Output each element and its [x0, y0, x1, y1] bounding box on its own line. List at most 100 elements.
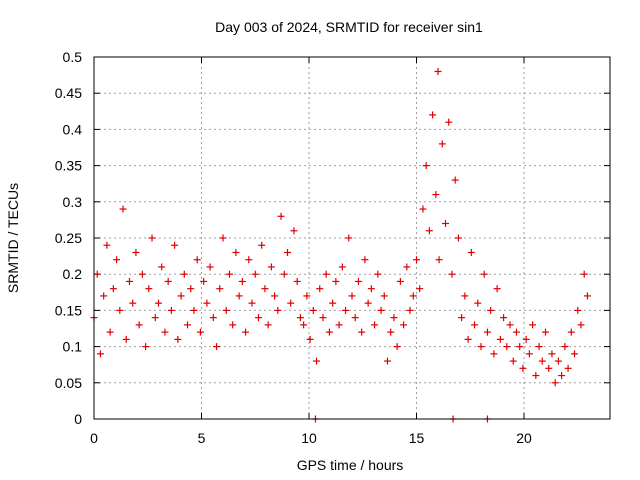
data-point [545, 364, 553, 372]
y-tick-label: 0.1 [63, 339, 83, 355]
data-point [329, 299, 337, 307]
data-point [155, 299, 162, 307]
y-tick-label: 0.5 [63, 49, 83, 65]
x-tick-label: 10 [301, 430, 317, 446]
data-point [390, 314, 398, 322]
data-point [503, 343, 511, 351]
data-point [377, 306, 385, 314]
data-point [422, 162, 430, 170]
data-point [571, 350, 579, 358]
data-point [119, 205, 127, 213]
data-point [303, 292, 311, 300]
data-point [525, 350, 533, 358]
data-point [532, 372, 540, 380]
plot-frame [93, 56, 611, 420]
y-axis-label: SRMTID / TECUs [5, 183, 21, 293]
data-point [248, 299, 256, 307]
data-point [196, 328, 204, 336]
data-point [216, 285, 224, 293]
chart-title: Day 003 of 2024, SRMTID for receiver sin… [215, 19, 483, 35]
data-point [187, 285, 195, 293]
data-point [309, 306, 317, 314]
data-point [567, 328, 575, 336]
data-point [445, 118, 453, 126]
data-point [219, 234, 227, 242]
data-point [135, 321, 143, 329]
data-point [458, 314, 466, 322]
data-point [325, 328, 333, 336]
data-point [174, 335, 182, 343]
data-point [254, 314, 262, 322]
data-point [561, 343, 569, 351]
data-point [487, 306, 495, 314]
x-tick-label: 15 [409, 430, 425, 446]
data-point [145, 285, 153, 293]
y-tick-label: 0.25 [55, 230, 82, 246]
data-point [409, 292, 417, 300]
data-point [271, 292, 279, 300]
data-point [474, 299, 482, 307]
data-point [516, 343, 524, 351]
data-point [125, 277, 133, 285]
data-point [496, 335, 504, 343]
data-point [167, 306, 175, 314]
data-point [316, 285, 324, 293]
data-point [461, 292, 469, 300]
data-point [564, 364, 572, 372]
data-point [403, 263, 411, 271]
data-point [342, 306, 350, 314]
data-point [454, 234, 462, 242]
y-tick-labels: 0 0.05 0.1 0.15 0.2 0.25 0.3 0.35 0.4 0.45 0.5 [55, 49, 82, 427]
data-point [406, 306, 414, 314]
data-point [293, 277, 301, 285]
data-point [500, 314, 508, 322]
data-point [358, 328, 366, 336]
data-point [274, 306, 282, 314]
data-point [351, 314, 359, 322]
y-tick-label: 0 [74, 411, 82, 427]
data-points [90, 67, 591, 423]
data-point [380, 292, 388, 300]
data-point [264, 321, 272, 329]
data-point [184, 321, 192, 329]
data-point [100, 292, 108, 300]
data-point [374, 270, 382, 278]
data-point [429, 111, 437, 119]
y-tick-label: 0.4 [63, 121, 83, 137]
data-point [193, 256, 201, 264]
data-point [442, 220, 450, 228]
data-point [209, 314, 217, 322]
data-point [338, 263, 346, 271]
data-point [512, 328, 520, 336]
data-point [535, 343, 543, 351]
data-point [238, 277, 246, 285]
data-point [151, 314, 159, 322]
data-point [235, 292, 243, 300]
data-point [313, 357, 321, 365]
data-point [113, 256, 121, 264]
x-tick-label: 5 [198, 430, 206, 446]
data-point [242, 328, 250, 336]
data-point [480, 270, 488, 278]
data-point [335, 321, 343, 329]
data-point [277, 212, 285, 220]
data-point [296, 314, 304, 322]
data-point [577, 321, 585, 329]
data-point [258, 241, 266, 249]
data-point [213, 343, 221, 351]
data-point [129, 299, 137, 307]
data-point [416, 285, 424, 293]
data-point [200, 277, 208, 285]
data-point [232, 248, 240, 256]
data-point [171, 241, 179, 249]
data-point [177, 292, 185, 300]
data-point [371, 321, 379, 329]
data-point [225, 270, 233, 278]
data-point [509, 357, 517, 365]
data-point [284, 248, 291, 256]
data-point [580, 270, 588, 278]
data-point [96, 350, 104, 358]
data-point [306, 335, 314, 343]
